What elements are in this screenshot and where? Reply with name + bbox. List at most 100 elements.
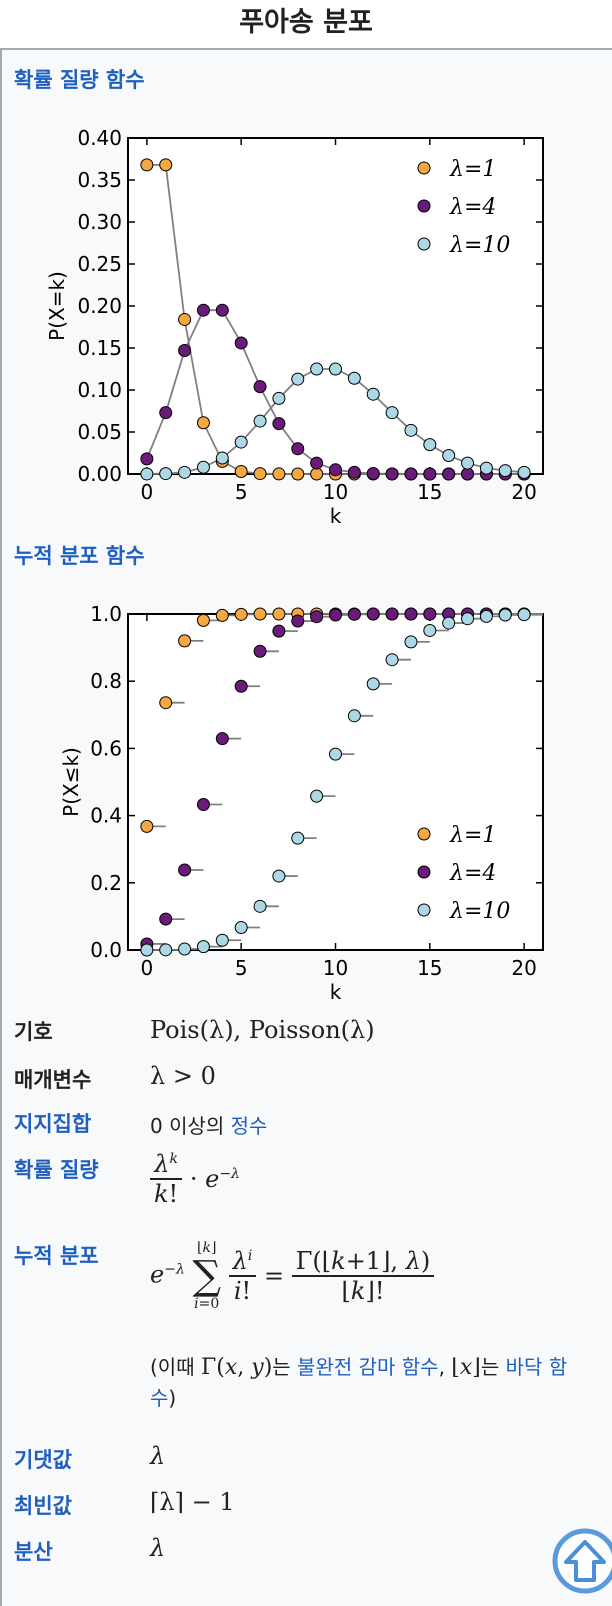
support-prefix: 0 이상의: [150, 1114, 231, 1138]
floor-symbol: ⌊x⌋: [451, 1355, 481, 1380]
data-point: [347, 371, 361, 385]
data-point: [329, 463, 342, 477]
data-point: [140, 819, 154, 833]
data-point: [366, 677, 380, 691]
data-point: [159, 467, 173, 481]
data-point: [159, 912, 173, 926]
data-point: [272, 467, 286, 481]
cdf-label[interactable]: 누적 분포: [14, 1244, 99, 1268]
legend-marker: [417, 827, 431, 841]
y-tick-label: 0.00: [77, 462, 122, 486]
mean-label[interactable]: 기댓값: [14, 1448, 72, 1472]
y-tick-label: 0.4: [90, 804, 122, 828]
cdf-note-close: ): [168, 1386, 177, 1410]
y-tick-label: 0.2: [90, 871, 122, 895]
data-point: [291, 614, 305, 628]
pmf-formula: λk k! · e−λ: [150, 1150, 240, 1208]
y-tick-label: 0.30: [77, 210, 122, 234]
y-tick-label: 0.6: [90, 736, 122, 760]
data-point: [442, 616, 456, 630]
data-point: [159, 158, 173, 172]
data-point: [517, 608, 531, 622]
legend-label: λ=10: [449, 233, 510, 258]
pmf-label[interactable]: 확률 질량: [14, 1158, 99, 1182]
legend-marker: [417, 161, 431, 175]
data-point: [423, 467, 437, 481]
data-point: [423, 623, 437, 637]
data-point: [404, 467, 418, 481]
data-point: [253, 380, 267, 394]
integer-link[interactable]: 정수: [230, 1114, 268, 1138]
data-point: [517, 465, 531, 479]
data-point: [385, 467, 399, 481]
mode-label[interactable]: 최빈값: [14, 1494, 72, 1518]
pmf-section-link[interactable]: 확률 질량 함수: [14, 68, 145, 92]
data-point: [159, 943, 173, 957]
data-point: [329, 362, 342, 376]
data-point: [234, 435, 248, 449]
data-point: [423, 607, 437, 621]
data-point: [347, 607, 361, 621]
data-point: [159, 406, 173, 420]
x-tick-label: 0: [140, 480, 153, 504]
data-point: [442, 449, 456, 463]
mean-value-text: λ: [150, 1442, 166, 1470]
floor-function-link[interactable]: 바닥 함수: [150, 1355, 568, 1410]
data-point: [461, 467, 475, 481]
support-label[interactable]: 지지집합: [14, 1112, 92, 1136]
variance-label[interactable]: 분산: [14, 1540, 53, 1564]
data-point: [423, 438, 437, 452]
x-axis-label: k: [330, 504, 342, 528]
data-point: [178, 465, 192, 479]
pmf-chart: 0.00 0.05 0.10 0.15 0.20 0.25 0.30 0.35 0.40 0 5 10…: [45, 126, 544, 528]
data-point: [140, 943, 154, 957]
data-point: [196, 613, 210, 627]
data-point: [140, 158, 154, 172]
data-point: [291, 442, 305, 456]
data-point: [310, 362, 324, 376]
data-point: [196, 460, 210, 474]
data-point: [178, 312, 192, 326]
data-point: [461, 456, 475, 470]
data-point: [215, 303, 229, 317]
data-point: [178, 942, 192, 956]
notation-value: Pois(λ), Poisson(λ): [150, 1016, 375, 1044]
data-point: [253, 467, 267, 481]
data-point: [272, 417, 286, 431]
cdf-section-link[interactable]: 누적 분포 함수: [14, 544, 145, 568]
x-axis-label: k: [330, 980, 342, 1004]
data-point: [196, 798, 210, 812]
data-point: [347, 465, 361, 479]
pmf-fraction: λk k!: [150, 1150, 183, 1208]
data-point: [196, 303, 210, 317]
y-tick-label: 0.05: [77, 420, 122, 444]
data-point: [253, 414, 267, 428]
data-point: [310, 456, 324, 470]
legend-marker: [417, 199, 431, 213]
y-axis-label: P(X=k): [45, 271, 69, 341]
cdf-formula: e−λ ⌊k⌋ ∑ i=0 λi i! = Γ(⌊k+1⌋, λ) ⌊k⌋!: [150, 1240, 590, 1312]
data-point: [272, 391, 286, 405]
incomplete-gamma-link[interactable]: 불완전 감마 함수: [297, 1355, 439, 1379]
data-point: [272, 607, 286, 621]
data-point: [329, 747, 342, 761]
data-point: [385, 406, 399, 420]
x-tick-label: 10: [323, 956, 348, 980]
data-point: [215, 732, 229, 746]
data-point: [253, 899, 267, 913]
data-point: [366, 466, 380, 480]
notation-label: 기호: [14, 1020, 53, 1044]
data-point: [291, 467, 305, 481]
data-point: [310, 610, 324, 624]
data-point: [404, 607, 418, 621]
data-point: [310, 789, 324, 803]
arrow-up-circle-icon[interactable]: [552, 1528, 612, 1594]
y-axis-label: P(X≤k): [59, 747, 83, 817]
legend-label: λ=4: [449, 861, 496, 886]
data-point: [461, 612, 475, 626]
cdf-note: (이때 Γ(x, y)는 불완전 감마 함수, ⌊x⌋는 바닥 함수): [150, 1352, 590, 1413]
cdf-note-mid: 는: [272, 1355, 298, 1379]
x-tick-label: 0: [140, 956, 153, 980]
legend-label: λ=1: [449, 157, 496, 182]
parameters-label: 매개변수: [14, 1068, 92, 1092]
